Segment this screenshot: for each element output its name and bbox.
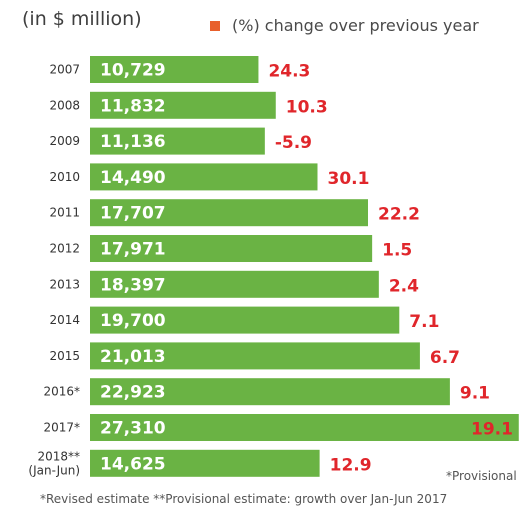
change-label: 10.3 xyxy=(286,97,328,117)
change-label: 9.1 xyxy=(460,384,490,404)
bar xyxy=(90,235,373,262)
change-label: 2.4 xyxy=(389,276,419,296)
change-label: 22.2 xyxy=(378,205,420,225)
category-label: (Jan-Jun) xyxy=(28,463,80,477)
bar xyxy=(90,199,368,227)
bar-value-label: 17,971 xyxy=(100,240,166,260)
legend-swatch xyxy=(210,20,220,31)
category-label: 2010 xyxy=(49,170,80,184)
bar xyxy=(90,127,265,155)
legend-label: (%) change over previous year xyxy=(232,16,479,35)
bar-value-label: 11,832 xyxy=(100,96,166,116)
change-label: 6.7 xyxy=(430,348,460,368)
bar xyxy=(90,306,400,334)
category-label: 2014 xyxy=(49,313,80,327)
change-label: 1.5 xyxy=(382,241,412,261)
bar xyxy=(90,163,318,191)
category-label: 2017* xyxy=(43,421,80,435)
bar xyxy=(90,56,259,83)
bar xyxy=(90,414,519,441)
category-label: 2015 xyxy=(49,349,80,363)
legend: (%) change over previous year xyxy=(210,16,479,35)
category-label: 2012 xyxy=(49,242,80,256)
bar xyxy=(90,91,276,119)
change-label: -5.9 xyxy=(275,133,312,153)
change-label: 19.1 xyxy=(471,420,513,440)
category-label: 2018** xyxy=(37,449,80,463)
bar-value-label: 14,625 xyxy=(100,454,166,474)
bar-value-label: 27,310 xyxy=(100,419,166,439)
category-label: 2013 xyxy=(49,277,80,291)
category-label: 2009 xyxy=(49,134,80,148)
bar-value-label: 22,923 xyxy=(100,383,166,403)
change-label: 30.1 xyxy=(327,169,369,189)
bar xyxy=(90,270,379,298)
category-label: 2016* xyxy=(43,385,80,399)
unit-label: (in $ million) xyxy=(22,8,142,30)
footnote: *Revised estimate **Provisional estimate… xyxy=(40,492,448,506)
bar-value-label: 21,013 xyxy=(100,347,166,367)
bar-value-label: 10,729 xyxy=(100,61,166,81)
bar-value-label: 11,136 xyxy=(100,132,166,152)
bar xyxy=(90,378,450,406)
bar-value-label: 14,490 xyxy=(100,168,166,188)
category-label: 2008 xyxy=(49,98,80,112)
bar-value-label: 18,397 xyxy=(100,275,166,295)
change-label: 7.1 xyxy=(409,312,439,332)
category-label: 2007 xyxy=(49,63,80,77)
bar xyxy=(90,449,320,477)
provisional-note: *Provisional xyxy=(446,469,517,483)
bar-value-label: 17,707 xyxy=(100,204,166,224)
bar xyxy=(90,342,420,370)
change-label: 12.9 xyxy=(330,455,372,475)
category-label: 2011 xyxy=(49,206,80,220)
bar-value-label: 19,700 xyxy=(100,311,166,331)
change-label: 24.3 xyxy=(268,62,310,82)
